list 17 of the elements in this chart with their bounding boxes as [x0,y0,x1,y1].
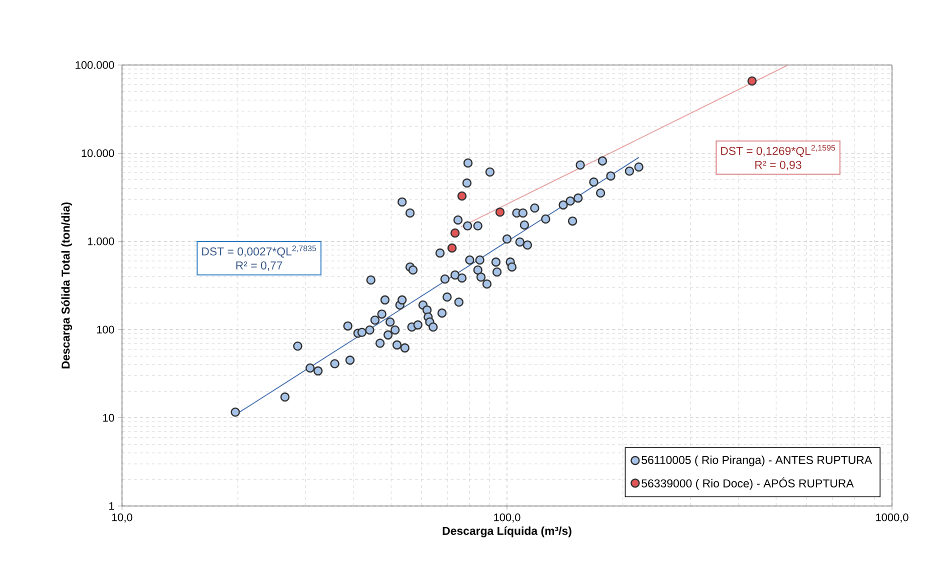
annotation: DST = 0,1269*QL$^{2,1595}$ [721,144,836,158]
legend-label: 56110005 ( Rio Piranga) - ANTES RUPTURA [642,456,872,466]
x-tick-label: 1000,0 [876,513,908,523]
y-tick-label: 10.000 [82,149,114,158]
y-tick-label: 100.000 [76,61,114,69]
y-tick-label: 1.000 [88,238,114,246]
y-tick-label: 10 [103,414,114,422]
y-axis-title: Descarga Sólida Total (ton/dia) [61,202,72,368]
x-axis-title: Descarga Líquida (m³/s) [442,526,572,538]
y-tick-label: 100 [97,326,114,334]
annotation: DST = 0,0027*QL$^{2,7835}$ [202,245,316,258]
annotation: R² = 0,93 [755,160,802,170]
annotation: R² = 0,77 [236,261,282,271]
y-tick-label: 1 [109,502,114,510]
legend-label: 56339000 ( Rio Doce) - APÓS RUPTURA [642,477,854,490]
x-tick-label: 100,0 [494,513,520,523]
x-tick-label: 10,0 [112,513,132,523]
